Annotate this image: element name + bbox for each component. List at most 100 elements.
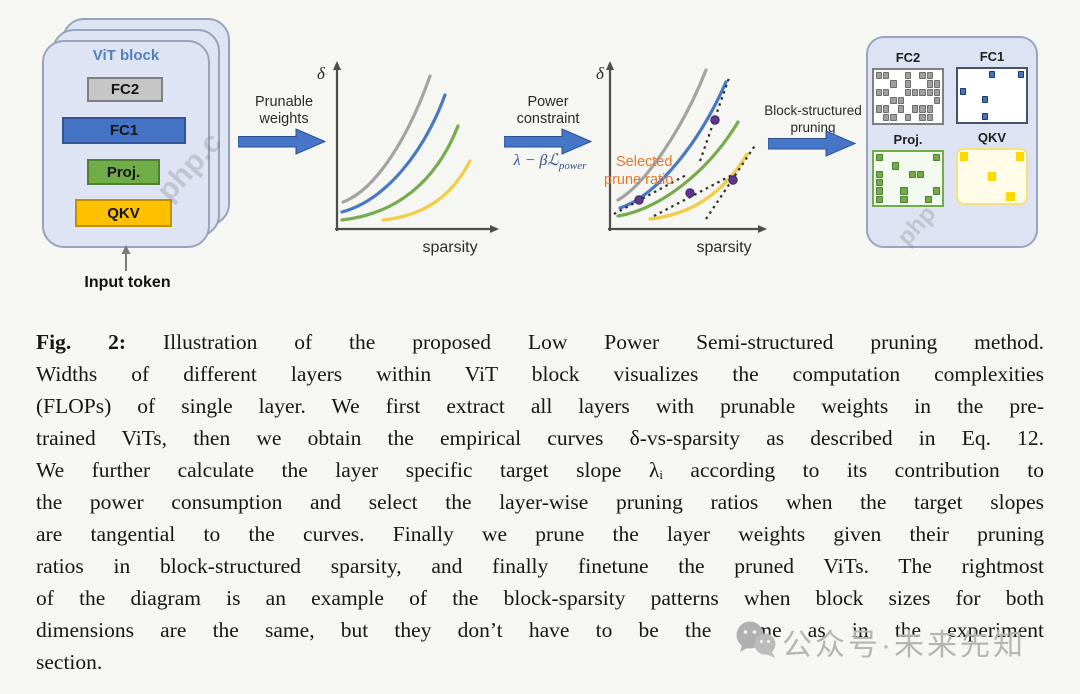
pattern-cell xyxy=(960,182,968,191)
figure-caption: Fig. 2: Illustration of the proposed Low… xyxy=(36,326,1044,678)
pattern-cell xyxy=(982,104,988,111)
curve-proj xyxy=(340,124,460,222)
pattern-cell xyxy=(1003,96,1009,103)
pattern-cell xyxy=(925,179,932,186)
pattern-cell xyxy=(979,172,987,181)
pattern-cell xyxy=(876,105,883,113)
pattern-cell xyxy=(960,152,969,161)
pattern-cell xyxy=(982,79,988,86)
equation-main: λ − βℒ xyxy=(513,152,559,169)
pattern-cell xyxy=(1003,113,1009,120)
pattern-cell xyxy=(1006,162,1014,171)
pattern-cell xyxy=(883,105,890,113)
pattern-cell xyxy=(969,172,977,181)
pattern-cell xyxy=(900,162,907,169)
pattern-cell xyxy=(927,97,933,104)
pattern-cell xyxy=(1006,152,1014,161)
pattern-cell xyxy=(1011,113,1017,120)
pattern-cell xyxy=(919,88,926,96)
pattern-label-qkv: QKV xyxy=(977,130,1007,145)
pattern-cell xyxy=(969,182,977,191)
pattern-cell xyxy=(919,113,926,121)
pattern-cell xyxy=(1018,96,1024,103)
pattern-cell xyxy=(898,114,904,121)
pattern-cell xyxy=(883,97,889,104)
pattern-cell xyxy=(883,113,890,121)
pattern-cell xyxy=(960,192,968,201)
pattern-label-fc1: FC1 xyxy=(979,49,1005,64)
pattern-cell xyxy=(926,113,933,121)
pattern-cell xyxy=(912,72,918,79)
pattern-cell xyxy=(997,152,1005,161)
pattern-cell xyxy=(876,88,883,96)
input-token-label: Input token xyxy=(84,274,171,291)
pattern-cell xyxy=(892,162,900,170)
tangent-line-4 xyxy=(705,143,757,220)
pattern-cell xyxy=(1011,71,1017,78)
pattern-cell xyxy=(969,162,977,171)
pattern-cell xyxy=(917,187,924,194)
pattern-cell xyxy=(919,105,926,113)
pattern-cell xyxy=(987,172,997,181)
curve-qkv xyxy=(381,159,472,222)
pattern-cell xyxy=(1006,192,1015,201)
pattern-grid-qkv xyxy=(956,148,1028,205)
chart1-xlabel: sparsity xyxy=(422,239,477,256)
pattern-cell xyxy=(960,96,966,103)
arrow2-label: Power constraint xyxy=(516,94,580,127)
pattern-cell xyxy=(1003,88,1009,95)
pattern-cell xyxy=(908,170,916,178)
pattern-cell xyxy=(898,89,904,96)
pattern-cell xyxy=(933,88,940,96)
delta-vs-sparsity-chart-1: δ sparsity xyxy=(317,61,499,256)
pattern-cell xyxy=(960,71,966,78)
pattern-cell xyxy=(960,79,966,86)
pattern-cell xyxy=(904,80,912,88)
pattern-cell xyxy=(960,104,966,111)
pattern-cell xyxy=(926,72,933,80)
pattern-cell xyxy=(925,154,932,161)
pattern-cell xyxy=(925,187,932,194)
pattern-cell xyxy=(912,88,919,96)
pattern-cell xyxy=(904,88,912,96)
pattern-cell xyxy=(979,182,987,191)
pattern-cell xyxy=(884,171,891,178)
caption-fig-label: Fig. 2: xyxy=(36,330,163,354)
layer-box-fc1: FC1 xyxy=(62,117,186,144)
pattern-cell xyxy=(876,170,884,178)
pattern-cell xyxy=(926,105,933,113)
tangent-line-3 xyxy=(653,173,735,217)
pattern-cell xyxy=(1011,96,1017,103)
pattern-cell xyxy=(890,89,896,96)
pattern-cell xyxy=(919,80,925,87)
pattern-cell xyxy=(912,80,918,87)
layer-label-fc2: FC2 xyxy=(110,81,140,98)
pattern-cell xyxy=(909,179,916,186)
pattern-cell xyxy=(912,105,919,113)
pattern-cell xyxy=(1018,113,1024,120)
pattern-cell xyxy=(892,171,899,178)
pattern-cell xyxy=(884,179,891,186)
pattern-cell xyxy=(1015,152,1024,161)
pattern-cell xyxy=(960,113,966,120)
pattern-cell xyxy=(890,96,897,105)
pattern-cell xyxy=(960,87,967,95)
pattern-cell xyxy=(979,162,987,171)
pattern-cell xyxy=(884,187,891,194)
power-constraint-equation: λ − βℒpower xyxy=(498,150,602,172)
pattern-cell xyxy=(890,80,897,88)
pattern-cell xyxy=(996,79,1002,86)
pattern-cell xyxy=(988,162,996,171)
pattern-cell xyxy=(919,72,926,80)
pattern-cell xyxy=(900,171,907,178)
pattern-cell xyxy=(1003,104,1009,111)
input-token-arrow-icon xyxy=(121,245,131,271)
pattern-cell xyxy=(876,97,882,104)
pattern-cell xyxy=(982,88,988,95)
pattern-cell xyxy=(974,71,980,78)
pattern-cell xyxy=(967,88,973,95)
right-arrow-icon-1 xyxy=(238,128,327,155)
pattern-cell xyxy=(997,192,1005,201)
pattern-cell xyxy=(967,113,973,120)
